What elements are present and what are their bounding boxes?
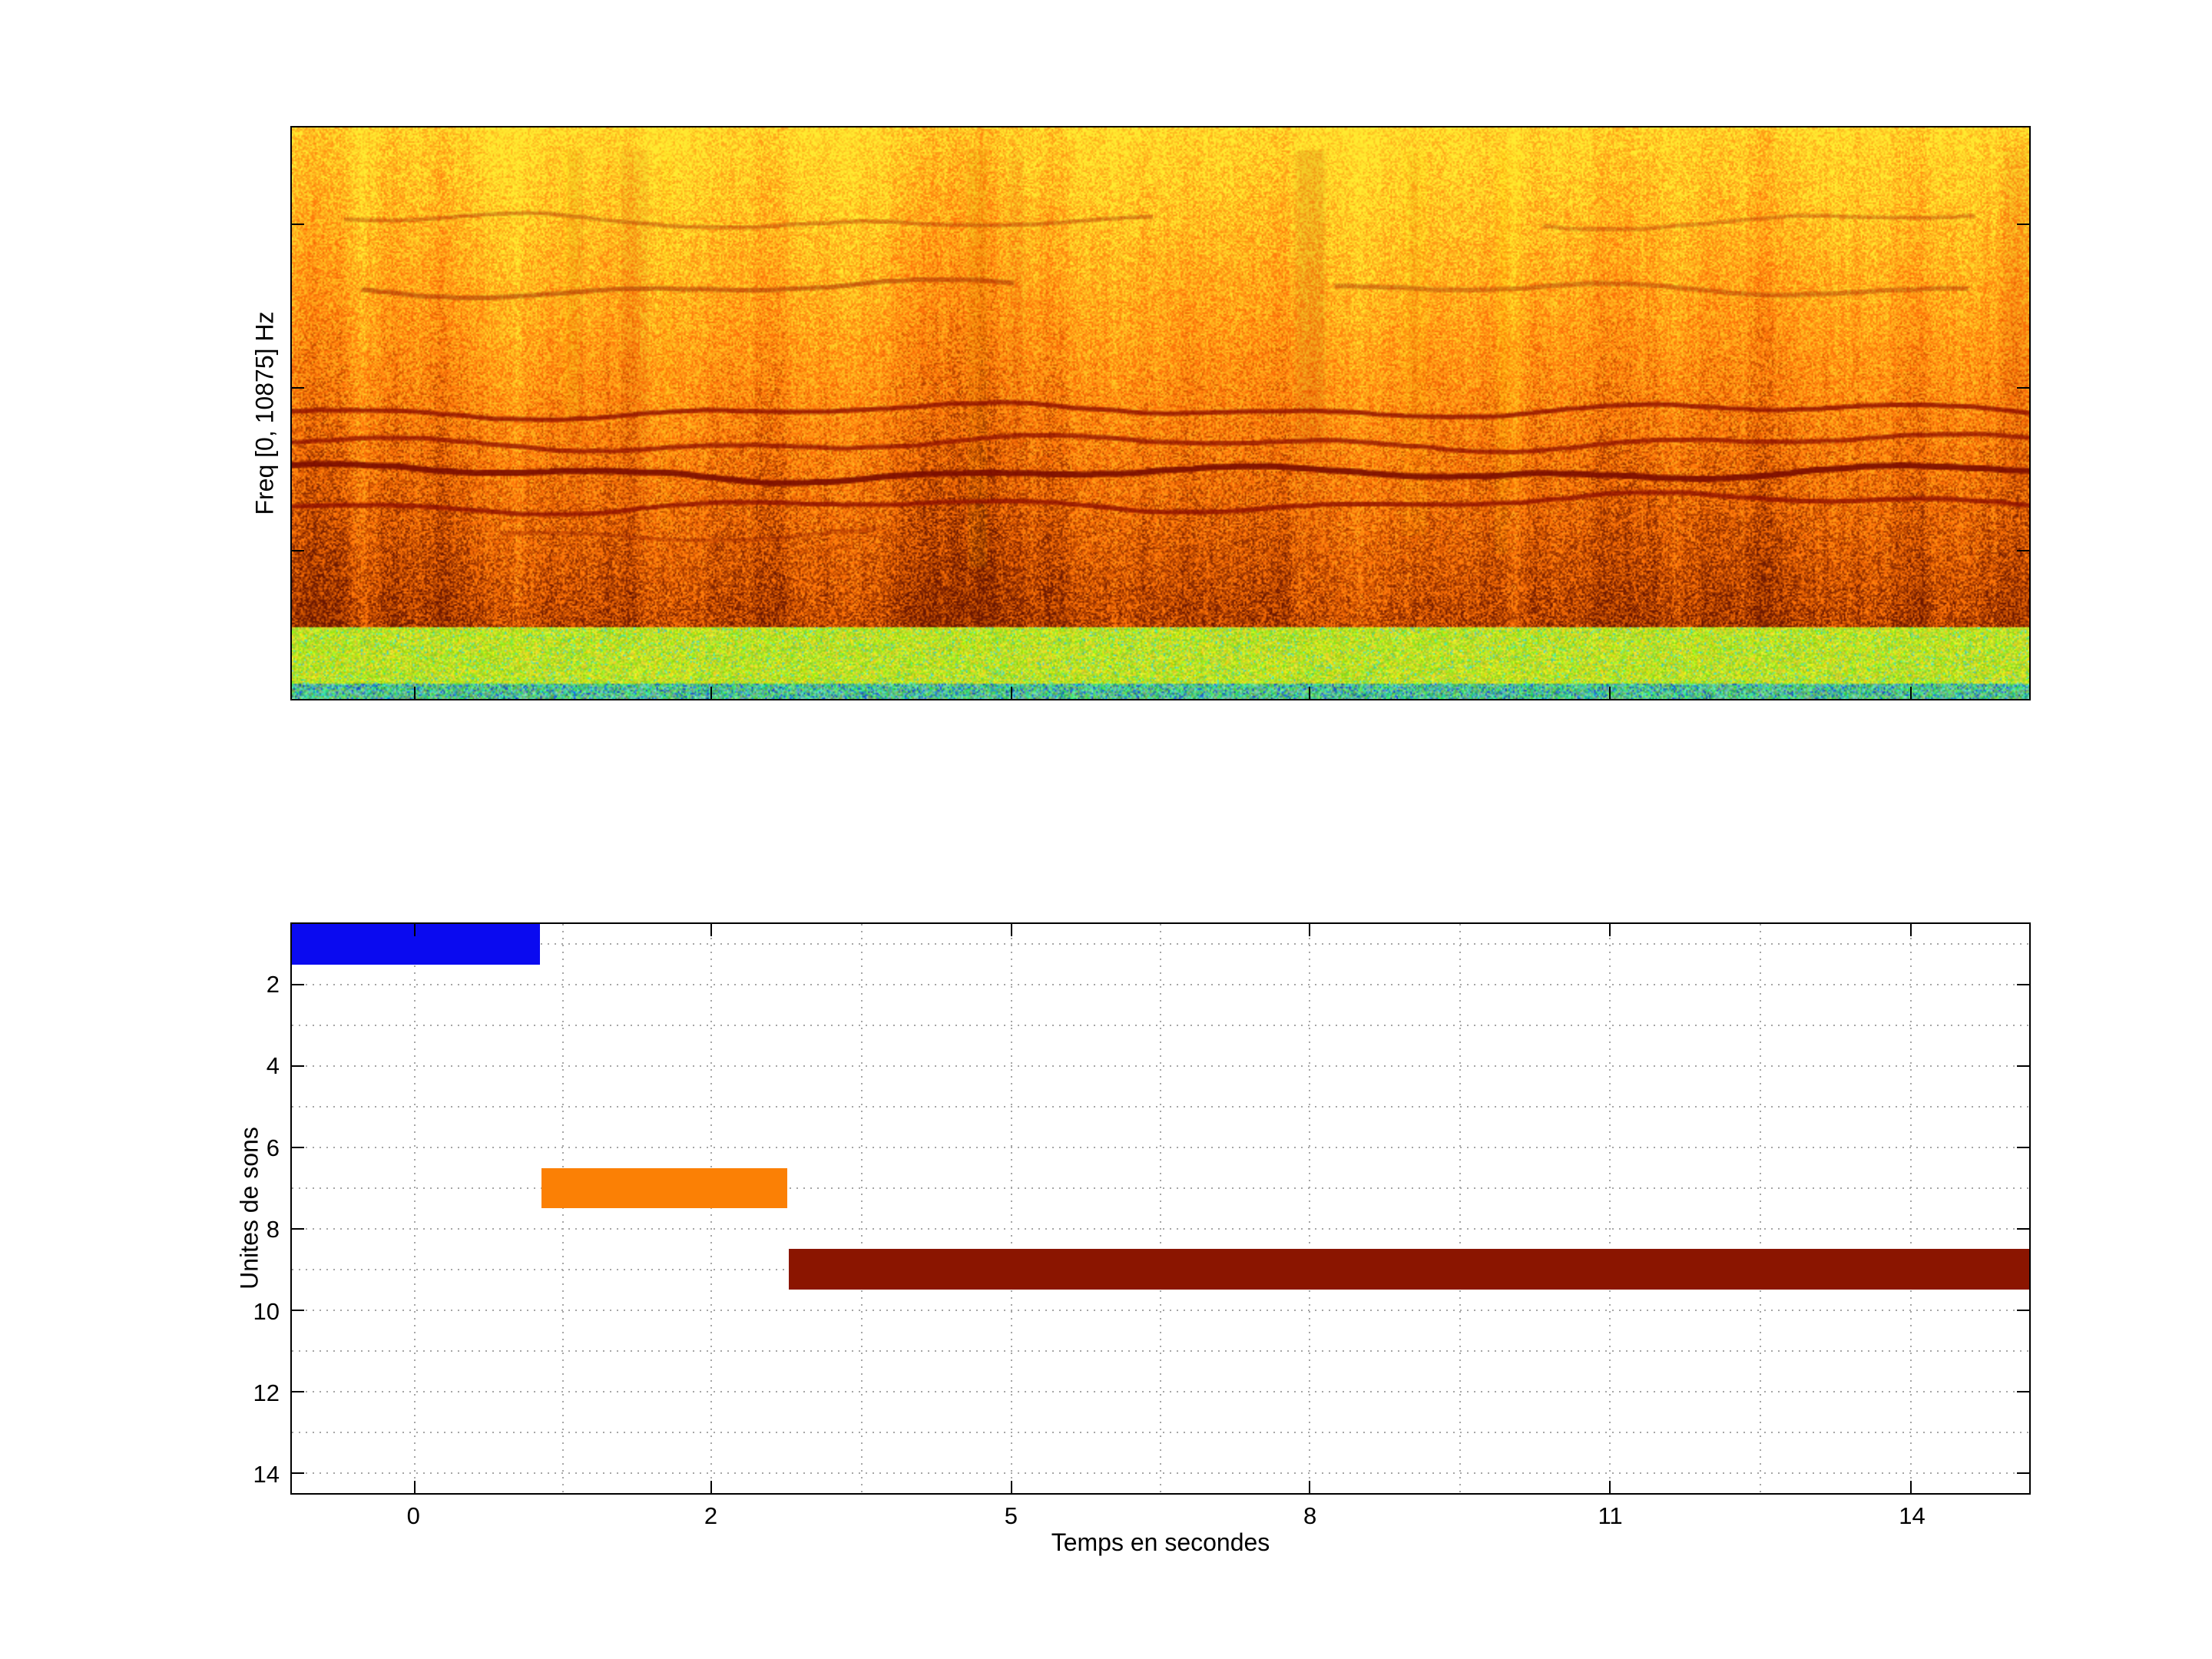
- grid-line-vertical: [1309, 924, 1310, 1493]
- spectrogram-x-tick: [414, 687, 416, 699]
- gantt-y-tick: [292, 1065, 304, 1067]
- grid-line-vertical: [1609, 924, 1611, 1493]
- grid-line-horizontal: [292, 1025, 2029, 1026]
- gantt-xlabel: Temps en secondes: [290, 1528, 2031, 1557]
- gantt-y-tick: [2017, 1310, 2029, 1311]
- gantt-x-tick: [1910, 1481, 1912, 1493]
- spectrogram-y-tick: [2017, 224, 2029, 225]
- gantt-y-tick: [2017, 1472, 2029, 1474]
- gantt-x-tick: [1309, 1481, 1310, 1493]
- grid-line-horizontal: [292, 943, 2029, 945]
- grid-line-horizontal: [292, 1432, 2029, 1433]
- gantt-x-tick: [414, 1481, 416, 1493]
- gantt-x-tick: [1309, 924, 1310, 936]
- gantt-y-tick: [292, 1147, 304, 1148]
- gantt-y-tick: [2017, 984, 2029, 985]
- grid-line-horizontal: [292, 1228, 2029, 1230]
- gantt-y-tick: [2017, 1228, 2029, 1230]
- spectrogram-x-tick: [1609, 687, 1611, 699]
- spectrogram-y-tick: [2017, 387, 2029, 389]
- gantt-bar-sound-unit-9: [789, 1249, 2029, 1290]
- spectrogram-x-tick: [1011, 687, 1012, 699]
- y-tick-label: 8: [177, 1216, 280, 1243]
- grid-line-horizontal: [292, 1391, 2029, 1392]
- grid-line-vertical: [1910, 924, 1912, 1493]
- gantt-bar-sound-unit-7: [541, 1168, 787, 1209]
- y-tick-label: 14: [177, 1461, 280, 1488]
- gantt-y-tick: [292, 1391, 304, 1392]
- gantt-axes: [290, 922, 2031, 1495]
- gantt-y-tick: [292, 1228, 304, 1230]
- x-tick-label: 14: [1899, 1502, 1925, 1530]
- spectrogram-x-tick: [1910, 687, 1912, 699]
- gantt-y-tick: [2017, 1147, 2029, 1148]
- spectrogram-y-tick: [2017, 550, 2029, 551]
- grid-line-vertical: [710, 924, 712, 1493]
- grid-line-horizontal: [292, 1065, 2029, 1067]
- gantt-x-tick: [1609, 924, 1611, 936]
- spectrogram-image: [292, 127, 2029, 699]
- gantt-bar-sound-unit-1: [292, 924, 540, 965]
- spectrogram-y-tick: [292, 224, 304, 225]
- grid-line-horizontal: [292, 1147, 2029, 1148]
- grid-line-vertical: [1760, 924, 1761, 1493]
- gantt-y-tick: [292, 984, 304, 985]
- grid-line-horizontal: [292, 1350, 2029, 1352]
- spectrogram-x-tick: [710, 687, 712, 699]
- grid-line-horizontal: [292, 984, 2029, 985]
- gantt-x-tick: [1910, 924, 1912, 936]
- grid-line-vertical: [1011, 924, 1012, 1493]
- grid-line-horizontal: [292, 1472, 2029, 1474]
- grid-line-vertical: [1160, 924, 1161, 1493]
- grid-line-vertical: [414, 924, 416, 1493]
- figure-window: { "figure": { "background": "#ffffff" },…: [0, 0, 2212, 1659]
- gantt-x-tick: [710, 924, 712, 936]
- grid-line-horizontal: [292, 1310, 2029, 1311]
- x-tick-label: 0: [407, 1502, 420, 1530]
- gantt-x-tick: [1011, 1481, 1012, 1493]
- spectrogram-axes: [290, 126, 2031, 700]
- grid-line-vertical: [1459, 924, 1461, 1493]
- gantt-y-tick: [292, 1472, 304, 1474]
- gantt-y-tick: [292, 1310, 304, 1311]
- gantt-y-tick: [2017, 1391, 2029, 1392]
- spectrogram-y-tick: [292, 550, 304, 551]
- gantt-x-tick: [414, 924, 416, 936]
- x-tick-label: 8: [1303, 1502, 1316, 1530]
- x-tick-label: 2: [704, 1502, 717, 1530]
- y-tick-label: 10: [177, 1298, 280, 1326]
- spectrogram-ylabel: Freq [0, 10875] Hz: [251, 311, 280, 515]
- grid-line-horizontal: [292, 1106, 2029, 1108]
- grid-line-vertical: [562, 924, 564, 1493]
- gantt-x-tick: [1011, 924, 1012, 936]
- gantt-x-tick: [710, 1481, 712, 1493]
- grid-line-vertical: [861, 924, 863, 1493]
- spectrogram-x-tick: [1309, 687, 1310, 699]
- y-tick-label: 12: [177, 1379, 280, 1407]
- y-tick-label: 6: [177, 1134, 280, 1162]
- gantt-y-tick: [2017, 1065, 2029, 1067]
- spectrogram-y-tick: [292, 387, 304, 389]
- x-tick-label: 11: [1598, 1502, 1622, 1530]
- x-tick-label: 5: [1005, 1502, 1018, 1530]
- gantt-x-tick: [1609, 1481, 1611, 1493]
- y-tick-label: 4: [177, 1052, 280, 1080]
- y-tick-label: 2: [177, 971, 280, 998]
